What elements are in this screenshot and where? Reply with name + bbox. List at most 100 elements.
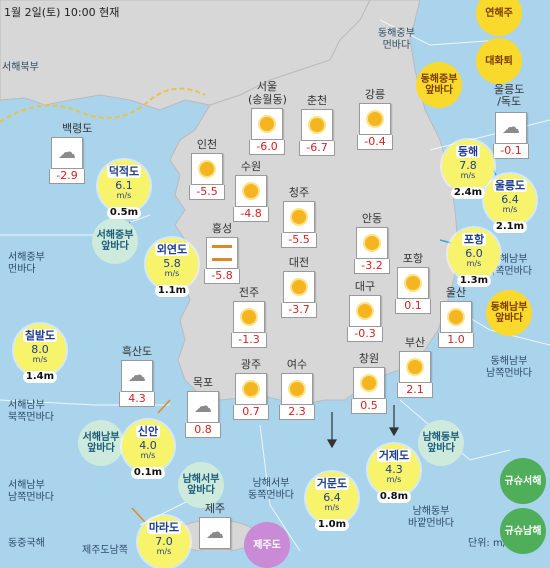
city-temp: 2.3 xyxy=(279,405,315,420)
buoy-unit: m/s xyxy=(116,191,132,200)
city-temp: -5.5 xyxy=(281,233,317,248)
zone-yeonhaeju: 연해주 xyxy=(476,0,522,36)
buoy-name: 동해 xyxy=(455,145,481,158)
zone-namhae-seobu-anbada: 남해서부 앞바다 xyxy=(178,462,224,508)
sunny-icon xyxy=(191,153,223,185)
zone-seohae-jungbu-anbada: 서해중부 앞바다 xyxy=(92,218,138,264)
city-gwangju: 광주 0.7 xyxy=(232,358,270,420)
city-temp: -5.8 xyxy=(204,269,240,284)
timestamp-header: 1월 2일(토) 10:00 현재 xyxy=(4,6,120,19)
sunny-icon xyxy=(359,103,391,135)
city-baengnyeongdo: 백령도 ☁ -2.9 xyxy=(48,122,93,184)
city-temp: 1.0 xyxy=(438,333,474,348)
sunny-icon xyxy=(251,108,283,140)
city-name: 광주 xyxy=(240,358,262,371)
city-name: 수원 xyxy=(240,160,262,173)
sunny-icon xyxy=(399,351,431,383)
city-suwon: 수원 -4.8 xyxy=(232,160,270,222)
buoy-geomundo: 거문도 6.4 m/s 1.0m xyxy=(306,472,358,531)
zone-ulleungdo-dokdo: 울릉도 /독도 xyxy=(494,83,525,108)
buoy-wave: 0.8m xyxy=(376,491,412,503)
buoy-wave: 0.1m xyxy=(130,467,166,479)
buoy-wind: 6.1 xyxy=(115,179,133,192)
sunny-icon xyxy=(301,109,333,141)
buoy-name: 마라도 xyxy=(146,521,182,534)
zone-seohae-nambu-anbada: 서해남부 앞바다 xyxy=(78,420,124,466)
city-temp: 0.5 xyxy=(351,399,387,414)
city-mokpo: 목포 ☁ 0.8 xyxy=(184,376,222,438)
city-temp: -6.7 xyxy=(299,141,335,156)
city-temp: 2.1 xyxy=(397,383,433,398)
cloudy-icon: ☁ xyxy=(199,517,231,549)
city-temp: -2.9 xyxy=(49,169,85,184)
buoy-chilbaldo: 칠발도 8.0 m/s 1.4m xyxy=(14,324,66,383)
buoy-wave: 2.1m xyxy=(492,221,528,233)
city-name: 제주 xyxy=(204,502,226,515)
buoy-unit: m/s xyxy=(32,355,48,364)
fog-icon xyxy=(206,237,238,269)
city-name: 울산 xyxy=(445,286,467,299)
buoy-geojedo: 거제도 4.3 m/s 0.8m xyxy=(368,444,420,503)
city-hongseong: 홍성 -5.8 xyxy=(203,222,241,284)
city-name: 대전 xyxy=(288,256,310,269)
city-name: 백령도 xyxy=(62,122,93,135)
sunny-icon xyxy=(353,367,385,399)
sea-label-dongjung-guk: 동중국해 xyxy=(8,538,45,549)
cloudy-icon: ☁ xyxy=(187,391,219,423)
buoy-wind: 6.4 xyxy=(501,193,519,206)
city-gangneung: 강릉 -0.4 xyxy=(356,88,394,150)
city-ulsan: 울산 1.0 xyxy=(437,286,475,348)
buoy-unit: m/s xyxy=(460,171,476,180)
city-incheon: 인천 -5.5 xyxy=(188,138,226,200)
city-ulleungdo: ☁ -0.1 xyxy=(492,110,530,159)
city-yeosu: 여수 2.3 xyxy=(278,358,316,420)
buoy-wave: 2.4m xyxy=(450,187,486,199)
northern-boundary xyxy=(0,87,206,123)
buoy-ulleungdo: 울릉도 6.4 m/s 2.1m xyxy=(484,174,536,233)
cloudy-icon: ☁ xyxy=(51,137,83,169)
buoy-wind: 8.0 xyxy=(31,343,49,356)
city-name: 청주 xyxy=(288,186,310,199)
buoy-wind: 6.4 xyxy=(323,491,341,504)
city-name: 강릉 xyxy=(364,88,386,101)
sea-label-seohae-nambu-nam: 서해남부 남쪽먼바다 xyxy=(8,480,54,503)
city-chuncheon: 춘천 -6.7 xyxy=(298,94,336,156)
sea-label-donghae-jungbu: 동해중부 먼바다 xyxy=(378,28,415,51)
city-temp: -0.3 xyxy=(347,327,383,342)
buoy-donghae: 동해 7.8 m/s 2.4m xyxy=(442,140,494,199)
buoy-wave: 1.0m xyxy=(314,519,350,531)
city-temp: -5.5 xyxy=(189,185,225,200)
sunny-icon xyxy=(235,175,267,207)
city-daejeon: 대전 -3.7 xyxy=(280,256,318,318)
city-cheongju: 청주 -5.5 xyxy=(280,186,318,248)
zone-daehwatoe: 대화퇴 xyxy=(476,38,522,84)
sunny-icon xyxy=(440,301,472,333)
buoy-name: 포항 xyxy=(461,233,487,246)
city-temp: 0.8 xyxy=(185,423,221,438)
zone-namhae-dongbu-anbada: 남해동부 앞바다 xyxy=(418,420,464,466)
city-temp: 0.1 xyxy=(395,299,431,314)
buoy-name: 거제도 xyxy=(376,449,412,462)
buoy-marado: 마라도 7.0 m/s xyxy=(138,516,190,568)
city-temp: -6.0 xyxy=(249,140,285,155)
city-temp: -1.3 xyxy=(231,333,267,348)
city-temp: -3.2 xyxy=(354,259,390,274)
sea-label-donghae-nambu-buk: 동해남부 북쪽먼바다 xyxy=(486,254,532,277)
sea-label-namhae-dongbu: 남해동부 바깥먼바다 xyxy=(408,506,454,529)
buoy-wave: 0.5m xyxy=(106,207,142,219)
sunny-icon xyxy=(281,373,313,405)
buoy-wave: 1.1m xyxy=(154,285,190,297)
pointer-arrows xyxy=(326,405,400,449)
sunny-icon xyxy=(283,271,315,303)
buoy-wind: 7.0 xyxy=(155,535,173,548)
city-temp: -0.4 xyxy=(357,135,393,150)
city-name: 창원 xyxy=(358,352,380,365)
city-name: 춘천 xyxy=(306,94,328,107)
buoy-name: 울릉도 xyxy=(492,179,528,192)
cloudy-icon: ☁ xyxy=(495,112,527,144)
buoy-unit: m/s xyxy=(502,205,518,214)
buoy-oeyeondo: 외연도 5.8 m/s 1.1m xyxy=(146,238,198,297)
sea-label-donghae-nambu-nam: 동해남부 남쪽먼바다 xyxy=(486,356,532,379)
sea-label-namhae-seobu-dong: 남해서부 동쪽먼바다 xyxy=(248,478,294,501)
buoy-unit: m/s xyxy=(140,451,156,460)
